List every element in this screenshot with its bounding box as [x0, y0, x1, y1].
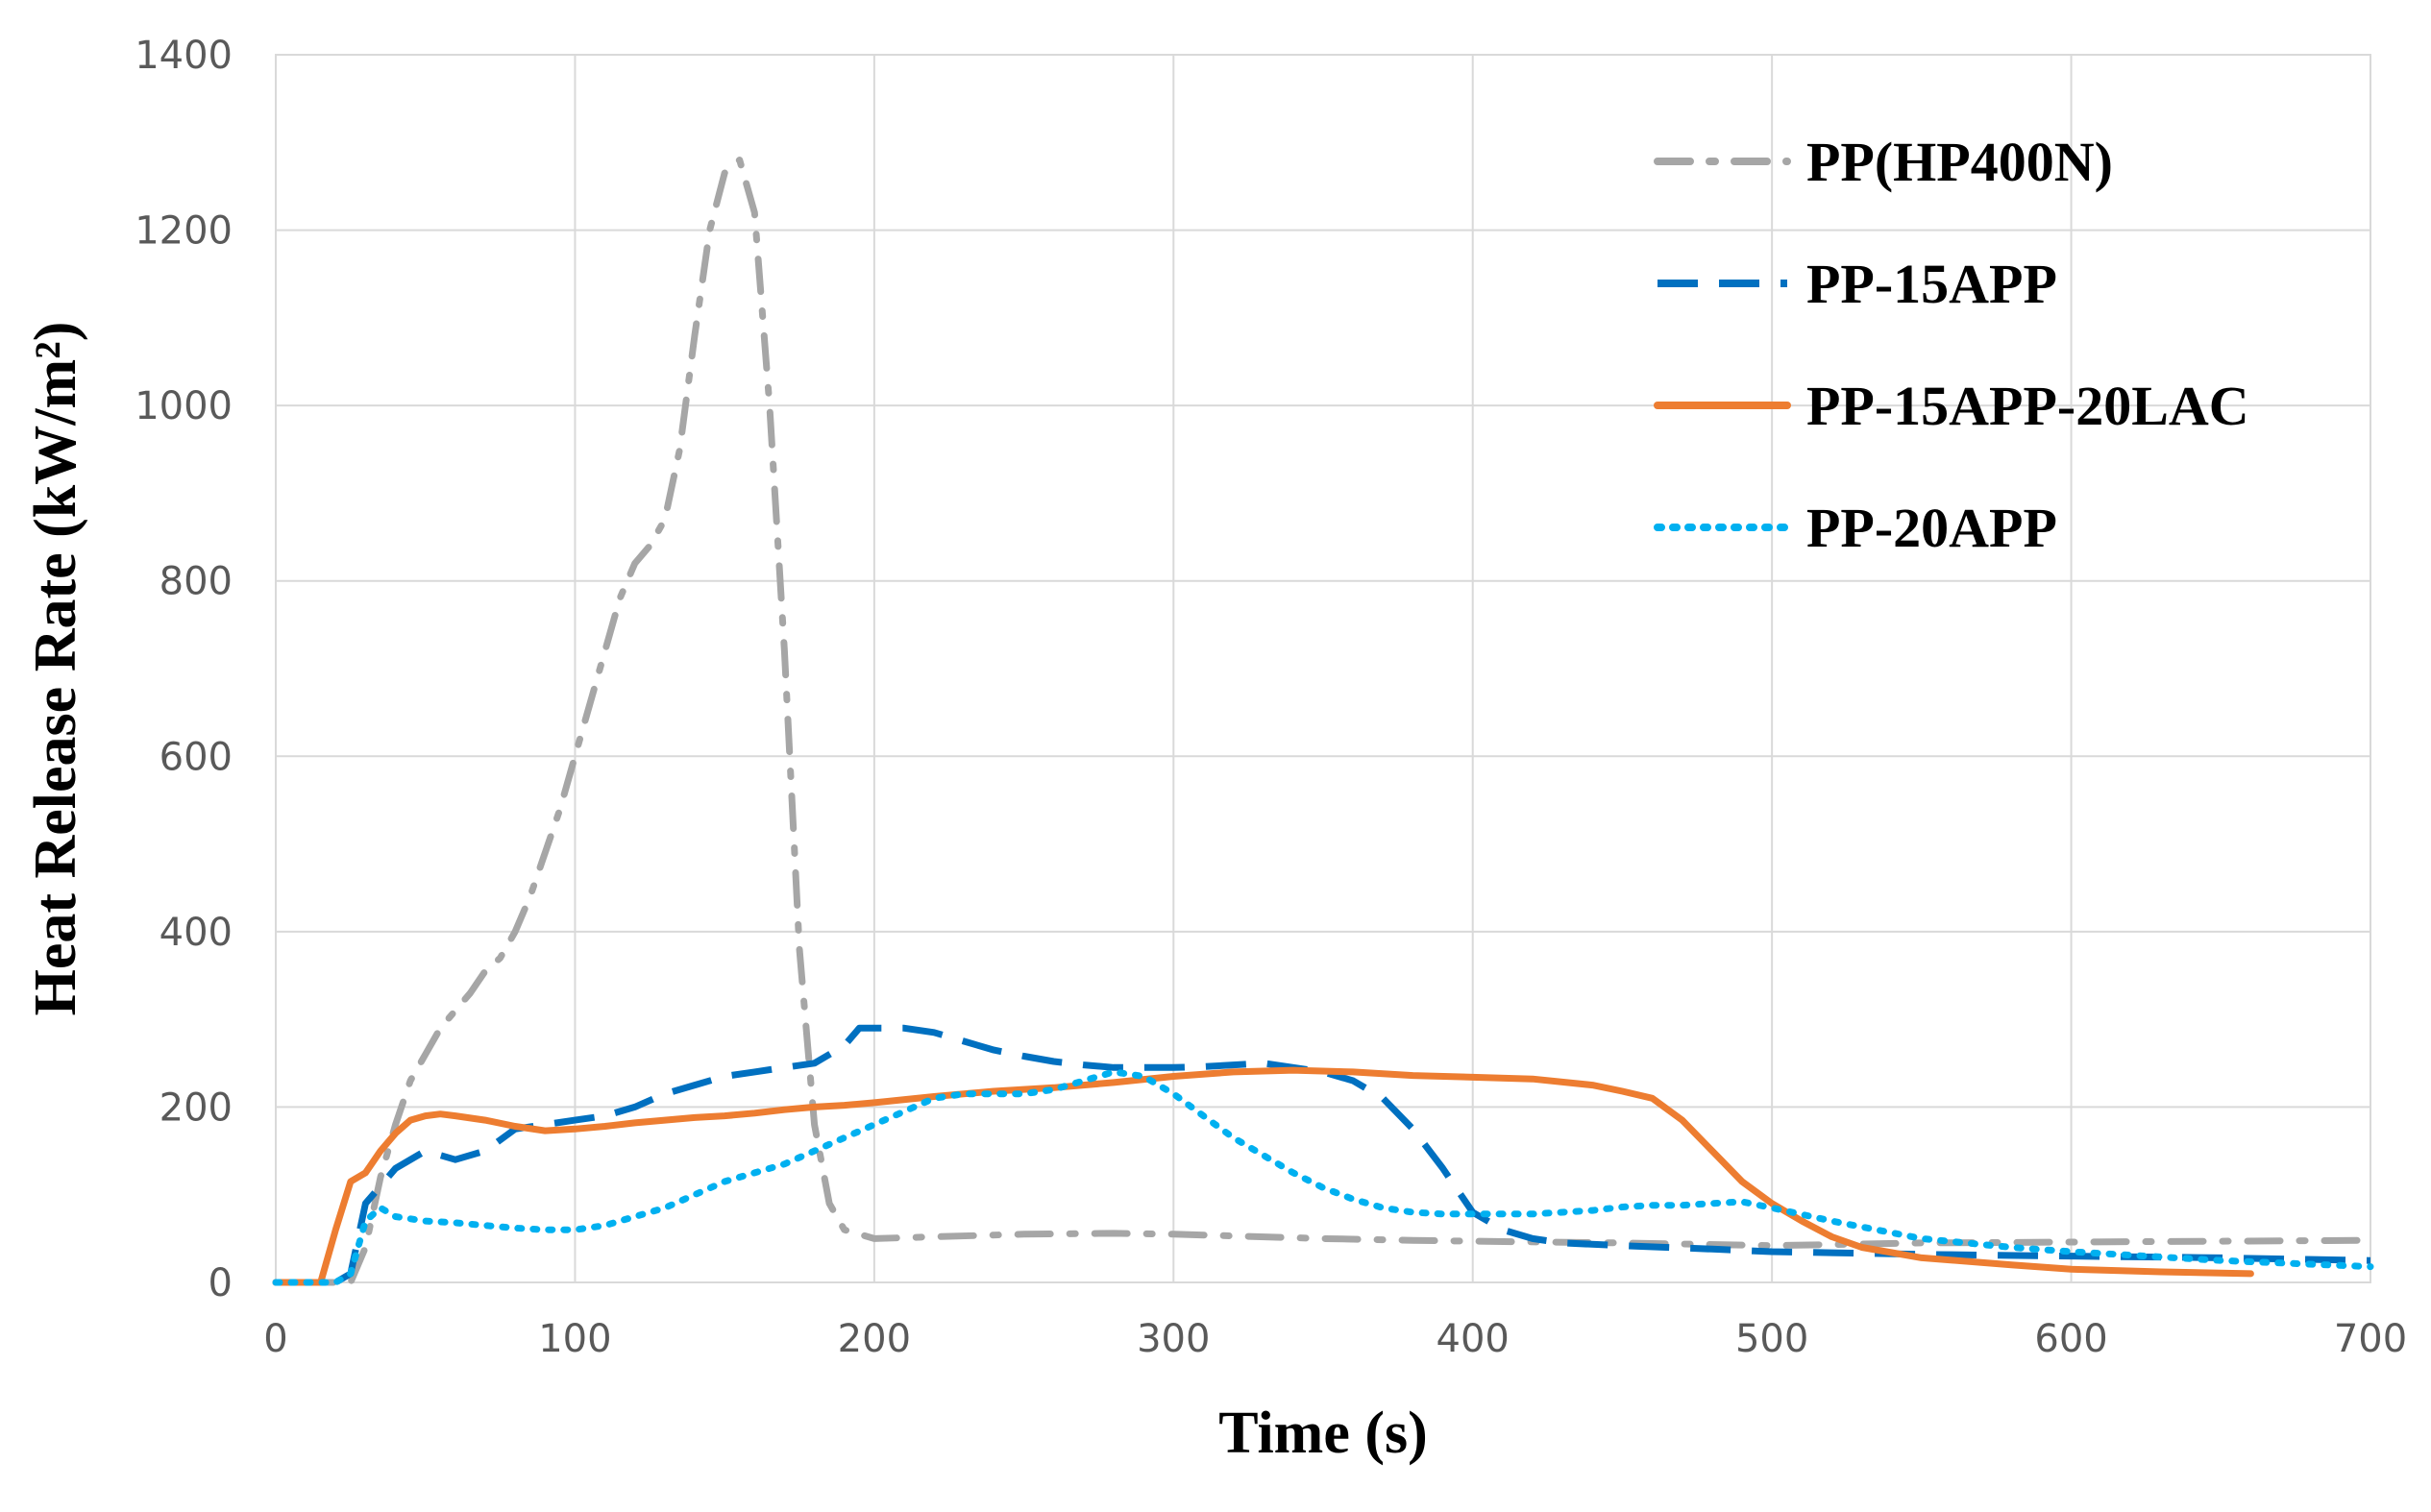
x-tick-label: 100 — [538, 1317, 611, 1361]
tick-layer: 0 100 200 300 400 500 600 700 0 200 400 600 800 1000 1… — [135, 34, 2407, 1361]
grid-layer — [275, 54, 2371, 1283]
series-layer — [272, 157, 2374, 1286]
plot-area-border — [275, 54, 2371, 1283]
x-tick-label: 300 — [1137, 1317, 1210, 1361]
x-tick-label: 0 — [263, 1317, 287, 1361]
x-tick-label: 700 — [2334, 1317, 2407, 1361]
y-tick-label: 0 — [209, 1261, 233, 1305]
x-tick-label: 200 — [838, 1317, 911, 1361]
legend: PP(HP400N) PP-15APP PP-15APP-20LAC PP-20APP — [1654, 131, 2249, 559]
y-axis-title: Heat Release Rate (kW/m²) — [23, 322, 88, 1016]
legend-label: PP-20APP — [1806, 497, 2057, 559]
y-tick-label: 1200 — [135, 209, 233, 254]
x-tick-label: 600 — [2034, 1317, 2107, 1361]
y-tick-label: 1000 — [135, 384, 233, 428]
legend-label: PP(HP400N) — [1806, 131, 2113, 193]
series-line-pp-15app — [276, 1024, 2371, 1286]
series-line-pp-hp400n — [272, 157, 2374, 1286]
x-axis-title: Time (s) — [1218, 1401, 1428, 1466]
series-line-pp-15app-20lac — [272, 1066, 2254, 1286]
x-tick-label: 400 — [1436, 1317, 1510, 1361]
x-tick-label: 500 — [1735, 1317, 1808, 1361]
series-line-pp-20app — [272, 1068, 2374, 1286]
legend-label: PP-15APP — [1806, 253, 2057, 315]
y-tick-label: 600 — [160, 735, 233, 779]
legend-label: PP-15APP-20LAC — [1806, 375, 2249, 437]
y-tick-label: 400 — [160, 911, 233, 955]
y-tick-label: 800 — [160, 560, 233, 604]
y-tick-label: 1400 — [135, 34, 233, 78]
y-tick-label: 200 — [160, 1085, 233, 1130]
